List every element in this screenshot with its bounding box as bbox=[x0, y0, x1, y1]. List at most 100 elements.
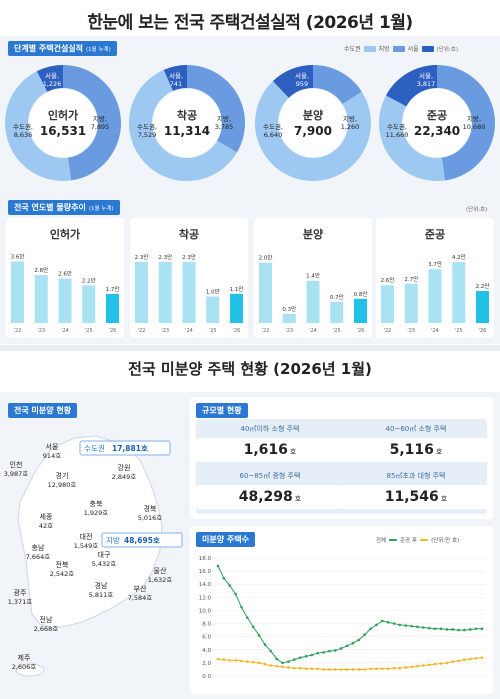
bar-category-label: '25 bbox=[85, 328, 93, 334]
region-value: 2,668호 bbox=[34, 625, 59, 633]
donut-seoul-name: 서울, bbox=[295, 71, 309, 80]
region-value: 2,542호 bbox=[50, 570, 75, 578]
local-summary-box: 지방 48,695호 bbox=[101, 532, 183, 548]
line-point bbox=[380, 667, 384, 671]
line-point bbox=[375, 623, 378, 627]
region-name: 경남 bbox=[95, 581, 108, 590]
bar bbox=[259, 262, 272, 323]
bar bbox=[230, 293, 243, 323]
line-point bbox=[369, 667, 372, 671]
y-tick-label: 12.0 bbox=[199, 595, 212, 601]
bar-value-label: 0.7만 bbox=[330, 293, 344, 301]
line-point bbox=[351, 641, 355, 645]
trend-panel: 미분양 주택수 전체 준공 후 (단위:만 호) 0.0 2.0 4.0 6.0 8.0… bbox=[190, 526, 493, 694]
line-point bbox=[474, 657, 478, 660]
bar-value-label: 0.3만 bbox=[282, 305, 296, 313]
donut-local-name: 지방, bbox=[343, 114, 357, 123]
line-point bbox=[480, 627, 484, 631]
donut-capital-slice bbox=[254, 65, 371, 181]
bar-value-label: 2.3만 bbox=[135, 253, 149, 261]
donut-seoul-slice bbox=[272, 65, 313, 98]
donut-capital-name: 수도권, bbox=[263, 123, 283, 131]
line-point bbox=[216, 564, 220, 568]
region-value: 7,664호 bbox=[26, 553, 51, 561]
bar bbox=[182, 261, 196, 323]
donut-local-value: 7,895 bbox=[91, 123, 110, 131]
scale-cell-value: 11,546 호 bbox=[342, 485, 490, 509]
region-name: 광주 bbox=[14, 589, 27, 597]
line-point bbox=[375, 667, 378, 671]
bar-category-label: '23 bbox=[37, 328, 45, 334]
donut-capital-value: 7,529 bbox=[138, 131, 157, 139]
donut-center bbox=[279, 89, 347, 157]
scale-cell-unit: 호 bbox=[440, 495, 448, 503]
line-point bbox=[445, 628, 449, 631]
region-name: 경기 bbox=[56, 471, 69, 480]
bar bbox=[330, 301, 344, 323]
line-point bbox=[322, 668, 325, 671]
bar bbox=[354, 298, 367, 323]
trend-legend-all-label: 전체 bbox=[376, 538, 387, 544]
bar-category-label: '23 bbox=[285, 328, 293, 334]
line-point bbox=[234, 592, 237, 596]
bar-category-label: '22 bbox=[138, 328, 146, 334]
line-point bbox=[228, 658, 232, 662]
bar-category-label: '24 bbox=[61, 328, 69, 334]
donut-capital-value: 6,640 bbox=[264, 131, 283, 139]
donut-title: 분양 bbox=[303, 108, 323, 122]
y-tick-label: 2.0 bbox=[202, 661, 211, 667]
y-tick-label: 14.0 bbox=[199, 582, 212, 588]
bar-category-label: '25 bbox=[455, 328, 463, 334]
trend-legend-after-swatch bbox=[420, 539, 429, 541]
legend-local-label: 지방 bbox=[378, 46, 390, 53]
line-point bbox=[357, 668, 361, 671]
section-divider bbox=[0, 345, 500, 351]
bar-category-label: '24 bbox=[431, 328, 439, 334]
donut-title: 준공 bbox=[427, 109, 447, 122]
donut-center bbox=[29, 89, 97, 157]
bar bbox=[404, 283, 418, 323]
donut-local-slice bbox=[437, 65, 496, 181]
line-point bbox=[287, 666, 290, 669]
legend-seoul-swatch bbox=[421, 45, 434, 52]
line-point bbox=[304, 655, 308, 658]
line-point bbox=[392, 666, 396, 670]
line-point bbox=[316, 667, 320, 671]
bar-chart-title: 인허가 bbox=[50, 227, 80, 241]
bar bbox=[11, 261, 24, 323]
y-tick-label: 8.0 bbox=[202, 622, 211, 628]
donut-title: 인허가 bbox=[48, 108, 78, 122]
section-yearly-label: 전국 연도별 물량추이 bbox=[14, 203, 86, 212]
donut-local-value: 1,260 bbox=[341, 123, 360, 131]
bar-category-label: '25 bbox=[333, 328, 341, 334]
region-name: 제주 bbox=[18, 654, 31, 662]
line-point bbox=[240, 605, 243, 609]
scale-cell-unit: 호 bbox=[289, 448, 297, 456]
donut-local-value: 10,680 bbox=[463, 123, 486, 131]
legend-capital-label: 수도권 bbox=[344, 46, 361, 53]
line-point bbox=[246, 616, 249, 619]
line-point bbox=[328, 668, 331, 671]
line-point bbox=[468, 657, 472, 661]
region-value: 7,584호 bbox=[128, 594, 153, 602]
scale-cell-unit: 호 bbox=[435, 448, 443, 456]
bar bbox=[306, 280, 320, 323]
bar-value-label: 1.0만 bbox=[206, 287, 220, 295]
donut-seoul-name: 서울, bbox=[45, 71, 59, 80]
line-point bbox=[292, 666, 296, 670]
donut-seoul-name: 서울, bbox=[419, 71, 433, 80]
capital-box-bg bbox=[79, 440, 171, 456]
scale-cell-medium: 60~85㎡ 중형 주택 48,298 호 bbox=[196, 469, 344, 509]
region-name: 충북 bbox=[90, 499, 103, 508]
line-point bbox=[228, 584, 232, 587]
bar-value-label: 1.4만 bbox=[306, 272, 320, 280]
bar bbox=[381, 285, 394, 323]
yearly-bar-charts: 인허가 3.6만 '22 2.8만 '23 2.6만 '24 2.2만 '25 1.7만 '26 착공… bbox=[6, 218, 494, 338]
scale-cell-small60: 40~60㎡ 소형 주택 5,116 호 bbox=[342, 422, 490, 462]
line-point bbox=[422, 664, 425, 667]
region-value: 1,371호 bbox=[8, 598, 33, 606]
line-point bbox=[310, 653, 314, 657]
donut-seoul-value: 741 bbox=[170, 80, 182, 88]
donut-capital-name: 수도권, bbox=[13, 123, 33, 131]
line-point bbox=[480, 656, 484, 659]
